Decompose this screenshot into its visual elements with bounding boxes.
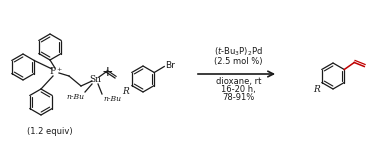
Text: 16-20 h,: 16-20 h, <box>221 85 256 94</box>
Text: R: R <box>122 88 129 96</box>
Text: +: + <box>101 65 113 79</box>
Text: dioxane, rt: dioxane, rt <box>216 77 261 86</box>
Text: R: R <box>313 85 320 93</box>
Text: $(t$-Bu$_3$P)$_2$Pd: $(t$-Bu$_3$P)$_2$Pd <box>214 46 263 58</box>
Text: (2.5 mol %): (2.5 mol %) <box>214 57 263 66</box>
Text: 78-91%: 78-91% <box>222 93 255 102</box>
Text: Br: Br <box>165 61 175 70</box>
Text: n-Bu: n-Bu <box>66 93 84 101</box>
Text: n-Bu: n-Bu <box>103 95 121 103</box>
Text: Sn: Sn <box>89 75 101 85</box>
Text: (1.2 equiv): (1.2 equiv) <box>27 127 73 136</box>
Text: P$^+$: P$^+$ <box>49 65 63 77</box>
